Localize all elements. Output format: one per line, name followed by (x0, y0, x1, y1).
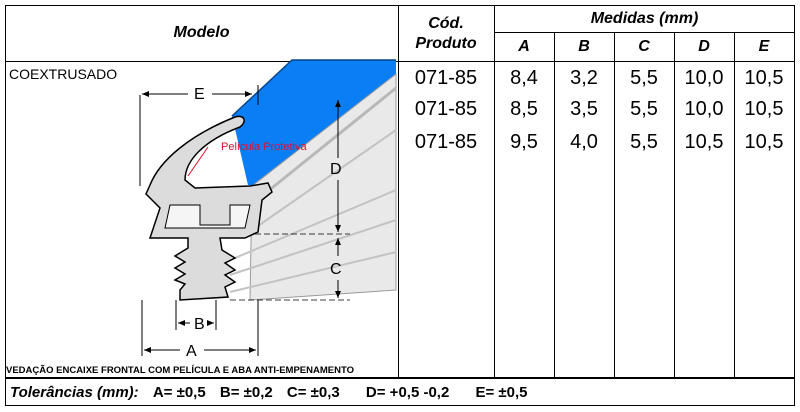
extrusion-line (254, 129, 397, 229)
cell-b: 4,0 (570, 131, 598, 153)
cell-cod: 071-85 (414, 98, 478, 120)
film-top-edge (231, 59, 396, 117)
tolerances-label: Tolerâncias (mm): (10, 384, 139, 401)
divider-col-a-b (554, 32, 555, 377)
header-col-d: D (698, 38, 710, 55)
divider-col-b-c (614, 32, 615, 377)
cell-b: 3,2 (570, 67, 598, 89)
protective-film (232, 60, 396, 190)
extrusion-line (234, 189, 397, 259)
cell-d: 10,0 (684, 98, 724, 120)
cell-a: 8,4 (510, 67, 538, 89)
header-medidas: Medidas (mm) (590, 10, 699, 27)
model-description: VEDAÇÃO ENCAIXE FRONTAL COM PELÍCULA E A… (6, 365, 354, 376)
cell-c: 5,5 (630, 98, 658, 120)
header-col-c: C (638, 38, 650, 55)
measures-subheader-line (494, 32, 795, 33)
tolerance-e: E= ±0,5 (475, 384, 528, 401)
cell-c: 5,5 (630, 131, 658, 153)
dim-a-label: A (186, 343, 197, 360)
extrusion-line (261, 86, 397, 198)
model-name: COEXTRUSADO (9, 66, 118, 82)
divider-col-c-d (674, 32, 675, 377)
cell-cod: 071-85 (414, 67, 478, 89)
cell-cod: 071-85 (414, 131, 478, 153)
dim-b-label: B (194, 316, 205, 333)
divider-model-code (398, 5, 399, 377)
cell-b: 3,5 (570, 98, 598, 120)
cell-d: 10,0 (684, 67, 724, 89)
tolerance-b: B= ±0,2 (219, 384, 273, 401)
pelicula-label: Película Protetiva (221, 141, 307, 153)
tolerances-row: Tolerâncias (mm): A= ±0,5 B= ±0,2 C= ±0,… (10, 384, 528, 401)
pelicula-leader (187, 146, 209, 177)
tolerance-separator-line (5, 377, 795, 379)
cross-section-inner (164, 204, 251, 229)
dim-c-label: C (330, 261, 342, 278)
spec-table-frame (5, 5, 795, 406)
header-col-b: B (578, 38, 590, 55)
profile-extrusion-body (249, 72, 397, 301)
cell-a: 8,5 (510, 98, 538, 120)
seal-cross-section (145, 115, 273, 301)
cell-e: 10,5 (744, 67, 784, 89)
header-bottom-line (5, 61, 795, 62)
cell-e: 10,5 (744, 98, 784, 120)
cell-d: 10,5 (684, 131, 724, 153)
divider-code-measures (494, 5, 495, 377)
extrusion-line (229, 219, 397, 276)
extrusion-line (229, 251, 397, 293)
cell-e: 10,5 (744, 131, 784, 153)
cell-c: 5,5 (630, 67, 658, 89)
dim-e-label: E (194, 86, 205, 103)
divider-col-d-e (734, 32, 735, 377)
dim-d-label: D (330, 161, 342, 178)
header-col-e: E (758, 38, 770, 55)
cell-a: 9,5 (510, 131, 538, 153)
tolerance-c: C= ±0,3 (286, 384, 340, 401)
tolerance-d: D= +0,5 -0,2 (365, 384, 450, 401)
tolerance-a: A= ±0,5 (152, 384, 206, 401)
header-produto: Produto (415, 35, 477, 52)
header-modelo: Modelo (173, 24, 230, 41)
header-cod: Cód. (428, 15, 464, 32)
header-col-a: A (518, 38, 530, 55)
